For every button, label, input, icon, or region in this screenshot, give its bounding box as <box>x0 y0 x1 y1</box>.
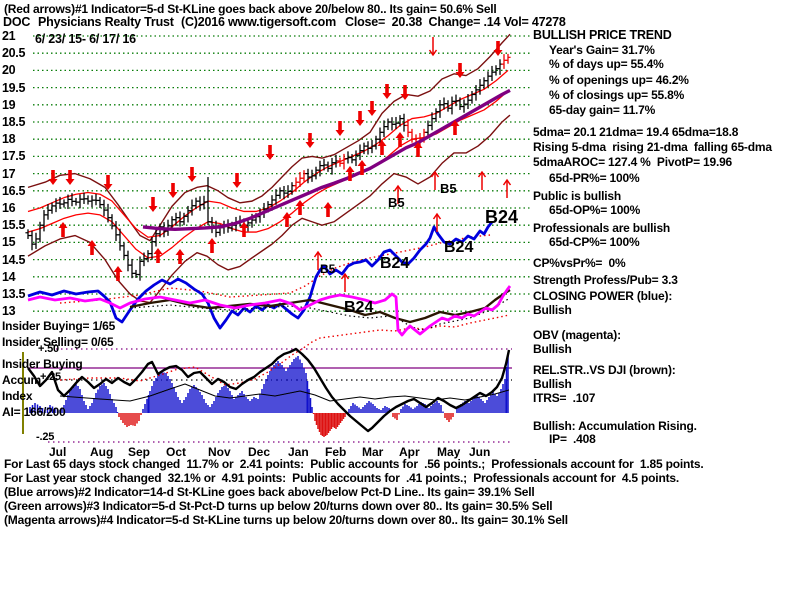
insider-panel-label: Insider Selling= 0/65 <box>2 335 114 349</box>
analysis-line: Strength Profess/Pub= 3.3 <box>533 273 678 287</box>
month-label: Sep <box>128 445 151 459</box>
ticker-symbol: DOC <box>3 15 31 29</box>
signal-note-red-arrows: (Red arrows)#1 Indicator=5-d St-KLine go… <box>4 2 497 16</box>
footer-signal-line: (Blue arrows)#2 Indicator=14-d St-KLine … <box>4 485 535 499</box>
price-gridlines <box>33 35 531 312</box>
accum-index-line <box>27 347 511 433</box>
analysis-line: % of closings up= 55.8% <box>549 88 685 102</box>
footer-signal-line: (Magenta arrows)#4 Indicator=5-d St-KLin… <box>4 513 568 527</box>
month-label: Jul <box>49 445 67 459</box>
analysis-line: 65d-CP%= 100% <box>549 235 640 249</box>
indicator-signal-label: B24 <box>380 255 410 272</box>
indicator-signal-label: B24 <box>444 239 474 256</box>
y-axis-label: 18.5 <box>2 115 26 129</box>
y-axis-label: 13 <box>2 304 16 319</box>
y-axis-label: 18 <box>2 132 16 147</box>
indicator-signal-label: B24 <box>485 207 519 227</box>
y-axis-label: 19 <box>2 97 16 112</box>
analysis-line: BULLISH PRICE TREND <box>533 28 672 42</box>
insider-panel-label: +.25 <box>40 371 61 383</box>
insider-panel-label: Index <box>2 389 33 403</box>
y-axis-label: 16.5 <box>2 183 26 198</box>
analysis-line: 65d-OP%= 100% <box>549 203 641 217</box>
footer-signal-line: For Last year stock changed 32.1% or 4.9… <box>4 471 679 485</box>
insider-panel-label: +.50 <box>38 343 59 355</box>
y-axis-label: 13.5 <box>2 287 26 301</box>
analysis-line: 65d-PR%= 100% <box>549 171 640 185</box>
ma65-line <box>142 88 511 232</box>
signal-arrows <box>48 37 512 292</box>
analysis-line: 5dma= 20.1 21dma= 19.4 65dma=18.8 <box>533 125 739 139</box>
analysis-line: Bullish <box>533 377 572 391</box>
analysis-line: CLOSING POWER (blue): <box>533 289 673 303</box>
obv-line <box>27 285 512 337</box>
cp-signal-dotted <box>59 234 491 304</box>
copyright-text: (C)2016 www.tigersoft.com <box>181 15 336 29</box>
analysis-line: 5dmaAROC= 127.4 % PivotP= 19.96 <box>533 155 733 169</box>
analysis-line: Year's Gain= 31.7% <box>549 43 655 57</box>
indicator-signal-label: B5 <box>320 262 336 276</box>
closing-power-line <box>27 221 494 330</box>
month-label: Mar <box>362 445 384 459</box>
analysis-line: Bullish: Accumulation Rising. <box>533 419 697 433</box>
analysis-line: ITRS= .107 <box>533 391 596 405</box>
month-label: Jan <box>288 445 309 459</box>
analysis-line: % of days up= 55.4% <box>549 57 664 71</box>
relative-strength-line <box>129 288 511 324</box>
indicator-signal-label: B5 <box>440 181 457 196</box>
month-label: Nov <box>208 445 231 459</box>
analysis-line: REL.STR..VS DJI (brown): <box>533 363 676 377</box>
analysis-line: OBV (magenta): <box>533 328 621 342</box>
indicator-signal-label: B24 <box>344 299 374 316</box>
month-label: Aug <box>90 445 114 459</box>
analysis-line: CP%vsPr%= 0% <box>533 256 626 270</box>
y-axis-label: 14 <box>2 269 16 284</box>
insider-panel-label: Insider Buying <box>2 357 83 371</box>
analysis-line: Professionals are bullish <box>533 221 671 235</box>
analysis-line: Public is bullish <box>533 189 621 203</box>
y-axis-label: 19.5 <box>2 80 26 95</box>
analysis-line: Rising 5-dma rising 21-dma falling 65-dm… <box>533 140 772 154</box>
accum-histogram <box>29 355 509 437</box>
y-axis-label: 14.5 <box>2 252 26 267</box>
y-axis-label: 20 <box>2 63 16 78</box>
y-axis-label: 17 <box>2 166 16 181</box>
company-name: Physicians Realty Trust <box>38 15 174 29</box>
y-axis-label: 16 <box>2 201 16 215</box>
y-axis-label: 15.5 <box>2 218 26 233</box>
insider-panel-label: AI= 166/200 <box>2 405 66 419</box>
y-axis-label: 15 <box>2 235 16 250</box>
y-axis-label: 20.5 <box>2 46 26 61</box>
analysis-line: Bullish <box>533 342 572 356</box>
insider-panel-label: -.25 <box>36 431 55 443</box>
month-label: Oct <box>166 445 187 459</box>
insider-panel-label: Insider Buying= 1/65 <box>2 319 116 333</box>
footer-signal-line: (Green arrows)#3 Indicator=5-d St-Pct-D … <box>4 499 553 513</box>
analysis-line: Bullish <box>533 303 572 317</box>
y-axis-label: 17.5 <box>2 149 26 164</box>
analysis-line: % of openings up= 46.2% <box>549 73 689 87</box>
quote-summary: Close= 20.38 Change= .14 Vol= 47278 <box>345 15 566 29</box>
footer-signal-line: For Last 65 days stock changed 11.7% or … <box>4 457 704 471</box>
month-label: Jun <box>469 445 491 459</box>
analysis-line: 65-day gain= 11.7% <box>549 103 656 117</box>
month-label: Apr <box>399 445 420 459</box>
month-label: Dec <box>248 445 271 459</box>
price-bands <box>27 33 511 304</box>
y-axis-label: 21 <box>2 29 16 43</box>
insider-panel-label: Accum <box>2 373 42 387</box>
month-label: Feb <box>325 445 347 459</box>
indicator-signal-label: B5 <box>388 195 405 210</box>
analysis-line: IP= .408 <box>549 432 596 446</box>
month-label: May <box>437 445 461 459</box>
